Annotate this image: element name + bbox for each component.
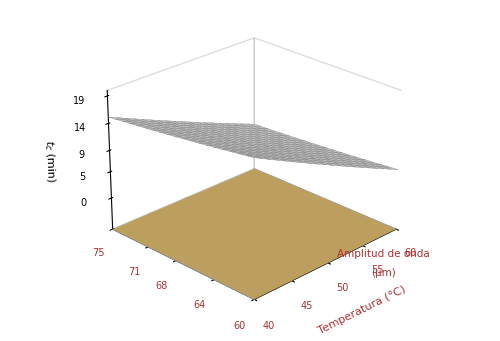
X-axis label: Temperatura (°C): Temperatura (°C)	[317, 285, 408, 336]
Text: (μm): (μm)	[371, 268, 396, 278]
Text: Amplitud de onda: Amplitud de onda	[337, 249, 430, 259]
